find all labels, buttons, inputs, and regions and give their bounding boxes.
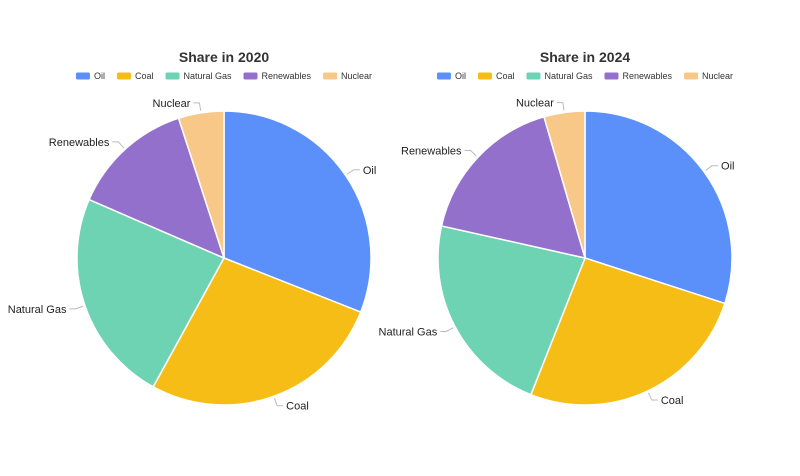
legend-label-natural-gas: Natural Gas (544, 71, 593, 81)
slice-label-natural-gas: Natural Gas (379, 326, 438, 338)
slice-label-coal: Coal (661, 395, 684, 407)
legend-swatch-nuclear (684, 72, 699, 80)
slice-oil[interactable] (223, 110, 372, 314)
slice-natural-gas[interactable] (437, 225, 587, 396)
legend-label-oil: Oil (94, 71, 105, 81)
slice-coal[interactable] (152, 257, 362, 406)
legend-swatch-renewables (604, 72, 619, 80)
legend-label-natural-gas: Natural Gas (183, 71, 232, 81)
leader-line-nuclear (193, 102, 202, 111)
leader-line-coal (274, 398, 284, 407)
legend-label-renewables: Renewables (262, 71, 312, 81)
leader-line-renewables (464, 150, 477, 157)
legend-label-coal: Coal (496, 71, 515, 81)
slice-label-renewables: Renewables (401, 146, 462, 158)
slice-renewables[interactable] (440, 115, 587, 260)
legend-swatch-natural-gas (526, 72, 541, 80)
pie-chart-1: Share in 2020 Oil Coal Natural Gas Renewable… (8, 49, 377, 413)
leader-line-oil (705, 165, 719, 171)
legend-label-renewables: Renewables (623, 71, 673, 81)
legend-swatch-renewables (243, 72, 258, 80)
slice-label-renewables: Renewables (49, 137, 110, 149)
legend-swatch-oil (436, 72, 451, 80)
slice-label-nuclear: Nuclear (153, 98, 191, 110)
leader-line-renewables (112, 141, 125, 149)
legend-swatch-coal (116, 72, 131, 80)
slice-label-oil: Oil (363, 165, 376, 177)
legend-swatch-oil (75, 72, 90, 80)
legend-label-nuclear: Nuclear (341, 71, 372, 81)
legend-label-nuclear: Nuclear (702, 71, 733, 81)
slice-oil[interactable] (584, 110, 733, 305)
leader-line-oil (346, 169, 360, 175)
leader-line-natural-gas (440, 327, 454, 332)
legend: Oil Coal Natural Gas Renewables Nuclear (436, 71, 733, 81)
chart-title: Share in 2020 (179, 49, 269, 65)
slice-label-oil: Oil (721, 161, 734, 173)
legend-label-oil: Oil (455, 71, 466, 81)
slice-natural-gas[interactable] (76, 198, 226, 388)
legend-label-coal: Coal (135, 71, 154, 81)
leader-line-natural-gas (69, 305, 84, 310)
legend-swatch-coal (477, 72, 492, 80)
leader-line-nuclear (556, 102, 565, 111)
slice-nuclear[interactable] (543, 110, 586, 259)
leader-line-coal (647, 392, 658, 401)
slice-label-natural-gas: Natural Gas (8, 304, 67, 316)
slice-label-nuclear: Nuclear (516, 98, 554, 110)
chart-title: Share in 2024 (540, 49, 630, 65)
legend: Oil Coal Natural Gas Renewables Nuclear (75, 71, 372, 81)
slice-label-coal: Coal (286, 401, 309, 413)
slice-renewables[interactable] (88, 117, 226, 260)
slice-nuclear[interactable] (177, 110, 225, 259)
legend-swatch-nuclear (323, 72, 338, 80)
legend-swatch-natural-gas (165, 72, 180, 80)
slice-coal[interactable] (529, 257, 726, 406)
pie-chart-2: Share in 2024 Oil Coal Natural Gas Renewable… (379, 49, 735, 407)
